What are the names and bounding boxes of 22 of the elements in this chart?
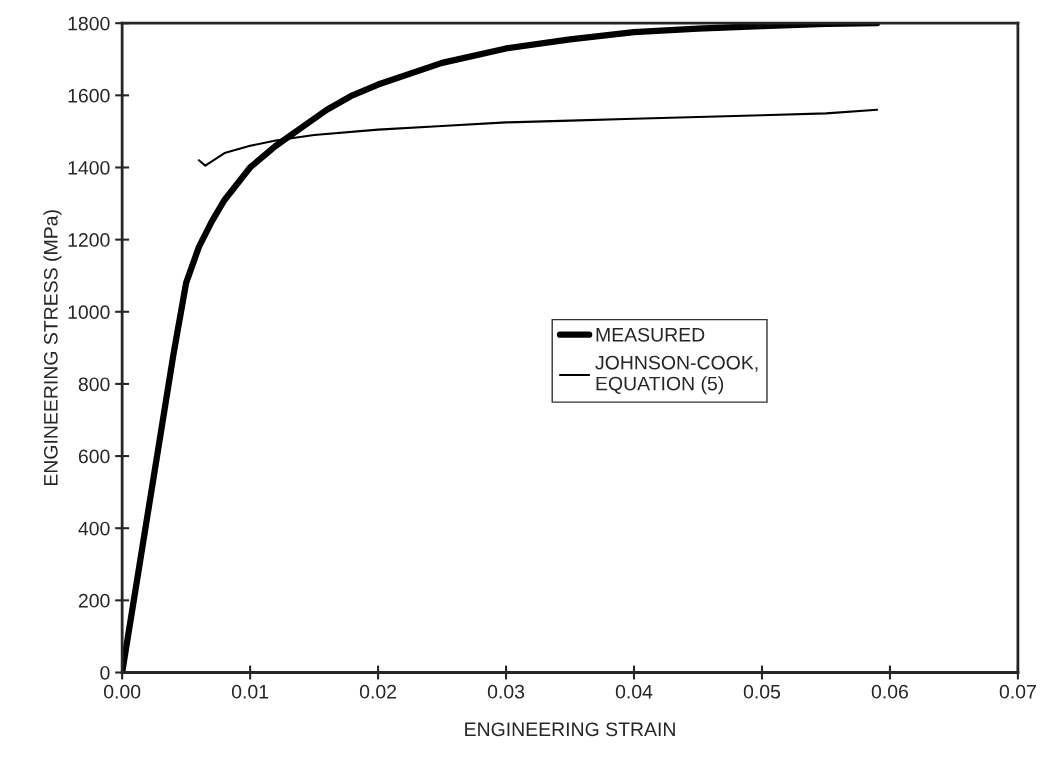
x-tick-label: 0.02 xyxy=(359,684,397,699)
y-tick-label: 1200 xyxy=(68,233,110,247)
y-tick-label: 1600 xyxy=(68,88,110,103)
y-tick-label: 1800 xyxy=(68,16,110,31)
y-tick-label: 1000 xyxy=(68,305,110,320)
y-tick-label: 800 xyxy=(78,377,110,392)
y-tick-label: 1400 xyxy=(68,160,110,175)
y-tick-label: 400 xyxy=(78,521,110,536)
y-tick-label: 200 xyxy=(78,593,110,608)
x-tick-label: 0.07 xyxy=(999,684,1036,699)
x-tick-label: 0.03 xyxy=(487,684,525,699)
x-tick-label: 0.00 xyxy=(103,684,141,699)
y-tick-label: 0 xyxy=(100,665,110,680)
x-tick-label: 0.01 xyxy=(231,684,269,699)
y-axis-title: ENGINEERING STRESS (MPa) xyxy=(43,210,62,486)
y-tick-label: 600 xyxy=(78,449,110,464)
legend-label: MEASURED xyxy=(596,327,705,342)
x-tick-label: 0.05 xyxy=(743,684,781,699)
legend-label: JOHNSON-COOK, EQUATION (5) xyxy=(595,355,758,395)
x-axis-title: ENGINEERING STRAIN xyxy=(465,722,675,737)
x-tick-label: 0.06 xyxy=(871,684,908,699)
x-tick-label: 0.04 xyxy=(615,684,653,699)
